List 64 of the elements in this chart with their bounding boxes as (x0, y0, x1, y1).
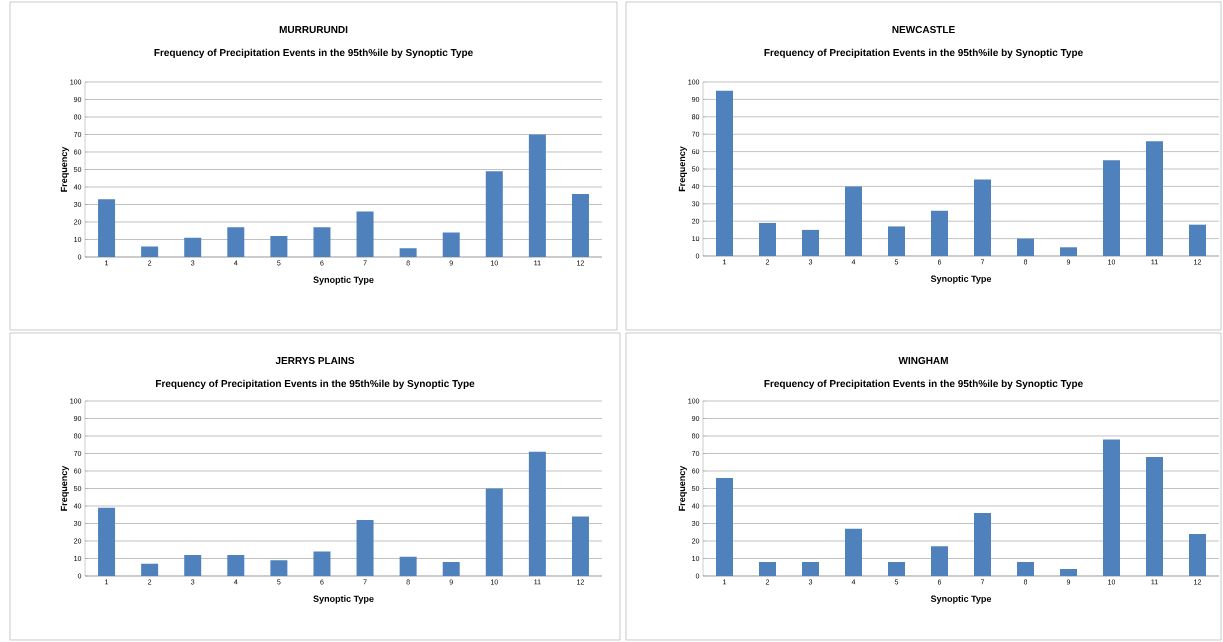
chart-title: WINGHAM (898, 357, 948, 365)
chart-title: MURRURUNDI (279, 26, 348, 34)
x-axis-title: Synoptic Type (313, 276, 374, 285)
bar (571, 516, 589, 576)
bar (1017, 238, 1034, 256)
bar (98, 507, 116, 576)
bar (1146, 141, 1163, 256)
chart-subtitle: Frequency of Precipitation Events in the 95th%ile by Synoptic Type (764, 379, 1083, 390)
bar (184, 237, 202, 257)
bar (528, 134, 546, 257)
y-axis-title: Frequency (678, 146, 687, 192)
bar (571, 194, 589, 257)
bar (399, 556, 417, 576)
bar (974, 513, 991, 576)
bar (845, 186, 862, 256)
bar (270, 560, 288, 576)
bar (716, 90, 734, 256)
bar (442, 232, 460, 257)
bar (974, 179, 991, 256)
bar (356, 211, 374, 257)
bar (845, 528, 862, 576)
bar (1189, 224, 1206, 256)
bar (399, 248, 417, 257)
bar (313, 551, 331, 576)
bar (227, 227, 245, 257)
bar (1189, 534, 1206, 576)
bar (759, 561, 777, 576)
chart-title: JERRYS PLAINS (275, 357, 355, 365)
bar (356, 519, 374, 576)
bar (931, 546, 948, 576)
bar (1103, 160, 1120, 256)
y-axis-title: Frequency (60, 465, 69, 511)
bar (528, 451, 546, 576)
x-axis-title: Synoptic Type (930, 595, 992, 604)
bar (1103, 439, 1120, 576)
bar (931, 210, 948, 256)
chart-subtitle: Frequency of Precipitation Events in the 95th%ile by Synoptic Type (156, 379, 475, 390)
bar (98, 199, 116, 257)
bar (1146, 456, 1163, 576)
bar (485, 171, 503, 257)
bar (759, 222, 777, 256)
bar (141, 246, 159, 257)
chart-title: NEWCASTLE (892, 26, 955, 34)
chart-subtitle: Frequency of Precipitation Events in the 95th%ile by Synoptic Type (154, 48, 473, 59)
y-axis-title: Frequency (678, 465, 687, 511)
bar (227, 554, 245, 576)
chart-subtitle: Frequency of Precipitation Events in the 95th%ile by Synoptic Type (764, 48, 1083, 59)
bar (716, 477, 734, 576)
bar (270, 236, 288, 257)
bar (141, 563, 159, 576)
bar (888, 226, 905, 256)
bar (485, 488, 503, 576)
y-axis-title: Frequency (60, 146, 69, 192)
bar (313, 227, 331, 257)
bar (1017, 561, 1034, 576)
x-axis-title: Synoptic Type (313, 595, 374, 604)
bar (802, 561, 819, 576)
x-axis-title: Synoptic Type (930, 275, 992, 284)
bar (442, 561, 460, 576)
bar (184, 554, 202, 576)
bar (1060, 569, 1077, 576)
bar (888, 561, 905, 576)
bar (1060, 247, 1077, 256)
bar (802, 229, 819, 256)
